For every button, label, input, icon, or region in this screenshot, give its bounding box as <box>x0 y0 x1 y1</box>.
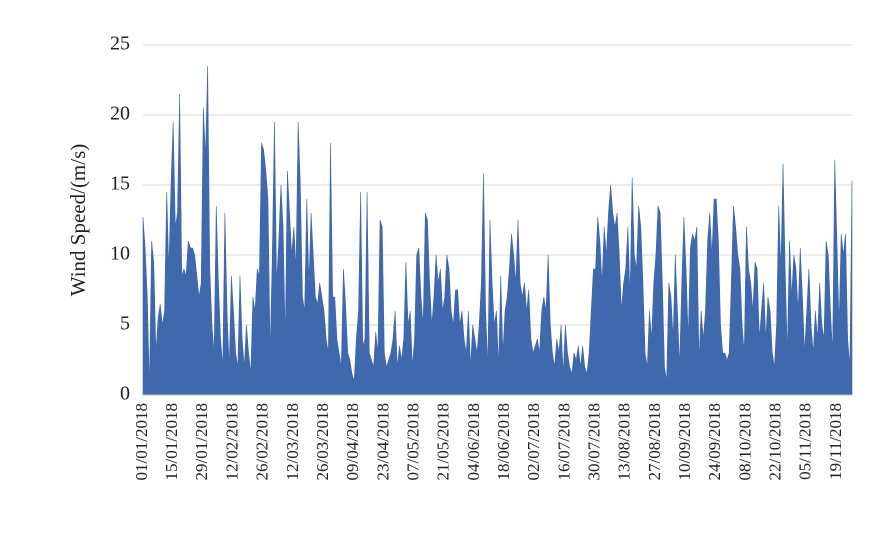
x-tick-label: 30/07/2018 <box>584 403 603 480</box>
y-tick-label: 25 <box>110 33 130 55</box>
x-tick-label: 26/02/2018 <box>253 403 272 480</box>
x-tick-label: 29/01/2018 <box>192 403 211 480</box>
x-tick-label: 27/08/2018 <box>645 403 664 480</box>
x-tick-label: 24/09/2018 <box>705 403 724 480</box>
y-tick-label: 10 <box>110 243 130 265</box>
x-tick-label: 10/09/2018 <box>675 403 694 480</box>
y-axis-label: Wind Speed/(m/s) <box>66 144 90 297</box>
x-tick-label: 21/05/2018 <box>434 403 453 480</box>
y-tick-label: 0 <box>120 383 130 405</box>
y-tick-label: 5 <box>120 313 130 335</box>
x-tick-label: 09/04/2018 <box>343 403 362 480</box>
x-tick-label: 12/02/2018 <box>222 403 241 480</box>
x-tick-label: 12/03/2018 <box>283 403 302 480</box>
x-tick-label: 26/03/2018 <box>313 403 332 480</box>
x-tick-label: 02/07/2018 <box>524 403 543 480</box>
x-tick-label: 01/01/2018 <box>132 403 151 480</box>
x-tick-label: 18/06/2018 <box>494 403 513 480</box>
x-tick-label: 15/01/2018 <box>162 403 181 480</box>
x-tick-label: 04/06/2018 <box>464 403 483 480</box>
x-tick-label: 13/08/2018 <box>615 403 634 480</box>
y-tick-label: 15 <box>110 173 130 195</box>
x-tick-label: 07/05/2018 <box>403 403 422 480</box>
area <box>142 65 853 396</box>
y-tick-label: 20 <box>110 103 130 125</box>
x-tick-label: 05/11/2018 <box>796 403 815 480</box>
x-tick-label: 22/10/2018 <box>765 403 784 480</box>
x-tick-label: 16/07/2018 <box>554 403 573 480</box>
x-tick-label: 19/11/2018 <box>826 403 845 480</box>
x-tick-label: 23/04/2018 <box>373 403 392 480</box>
x-tick-label: 08/10/2018 <box>735 403 754 480</box>
